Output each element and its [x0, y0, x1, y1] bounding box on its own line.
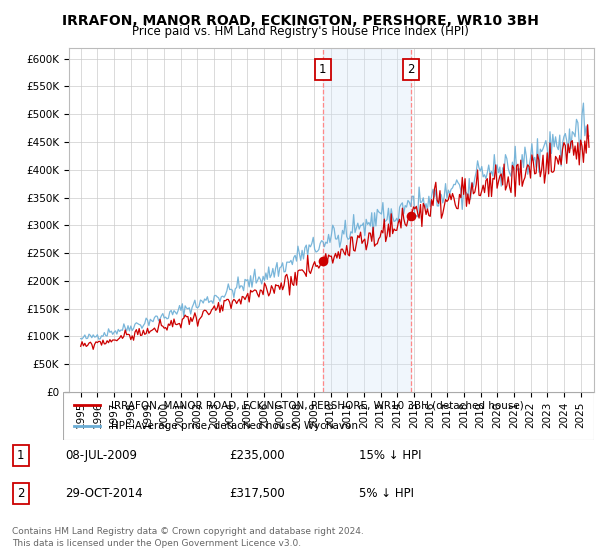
Text: 1: 1 [17, 449, 25, 462]
Text: 29-OCT-2014: 29-OCT-2014 [65, 487, 142, 500]
Text: HPI: Average price, detached house, Wychavon: HPI: Average price, detached house, Wych… [111, 421, 358, 431]
Text: Price paid vs. HM Land Registry's House Price Index (HPI): Price paid vs. HM Land Registry's House … [131, 25, 469, 38]
Bar [323, 48, 411, 392]
Text: IRRAFON, MANOR ROAD, ECKINGTON, PERSHORE, WR10 3BH (detached house): IRRAFON, MANOR ROAD, ECKINGTON, PERSHORE… [111, 400, 524, 410]
Text: 5% ↓ HPI: 5% ↓ HPI [359, 487, 414, 500]
Text: 1: 1 [319, 63, 326, 76]
Text: £317,500: £317,500 [229, 487, 285, 500]
Text: 08-JUL-2009: 08-JUL-2009 [65, 449, 137, 462]
Text: 2: 2 [407, 63, 415, 76]
Text: 15% ↓ HPI: 15% ↓ HPI [359, 449, 421, 462]
Text: This data is licensed under the Open Government Licence v3.0.: This data is licensed under the Open Gov… [12, 539, 301, 548]
Text: Contains HM Land Registry data © Crown copyright and database right 2024.: Contains HM Land Registry data © Crown c… [12, 528, 364, 536]
Text: 2: 2 [17, 487, 25, 500]
Text: £235,000: £235,000 [229, 449, 285, 462]
Text: IRRAFON, MANOR ROAD, ECKINGTON, PERSHORE, WR10 3BH: IRRAFON, MANOR ROAD, ECKINGTON, PERSHORE… [62, 14, 538, 28]
